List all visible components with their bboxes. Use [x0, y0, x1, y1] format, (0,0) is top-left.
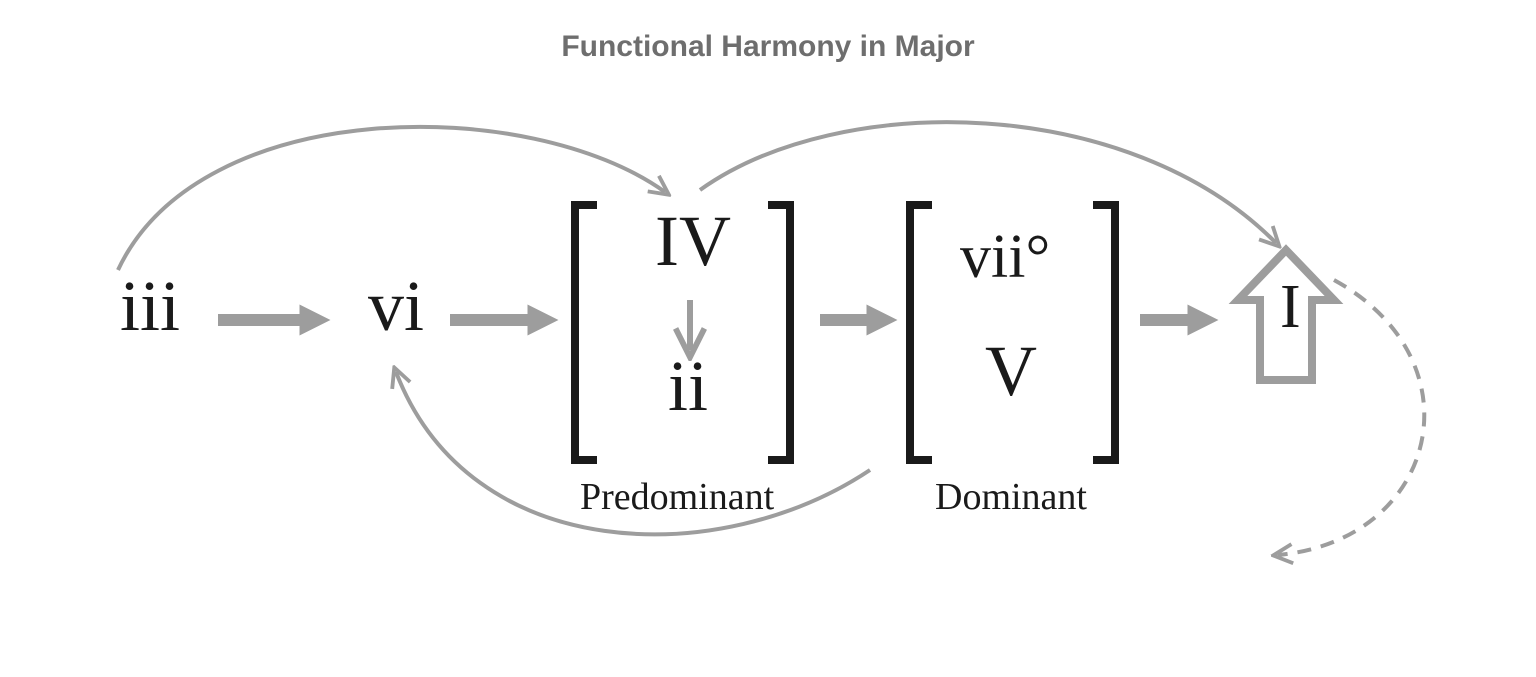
node-I: I — [1280, 276, 1301, 338]
node-ii: ii — [668, 350, 708, 422]
label-dominant: Dominant — [935, 475, 1087, 519]
node-V: V — [985, 335, 1037, 407]
label-predominant: Predominant — [580, 475, 774, 519]
node-viio: vii° — [960, 226, 1050, 288]
diagram-canvas — [0, 0, 1536, 677]
arrow-iii-to-pred-top — [118, 127, 665, 270]
diagram-title: Functional Harmony in Major — [0, 30, 1536, 64]
node-vi: vi — [368, 270, 424, 342]
node-iii: iii — [120, 270, 180, 342]
node-IV: IV — [655, 205, 731, 277]
